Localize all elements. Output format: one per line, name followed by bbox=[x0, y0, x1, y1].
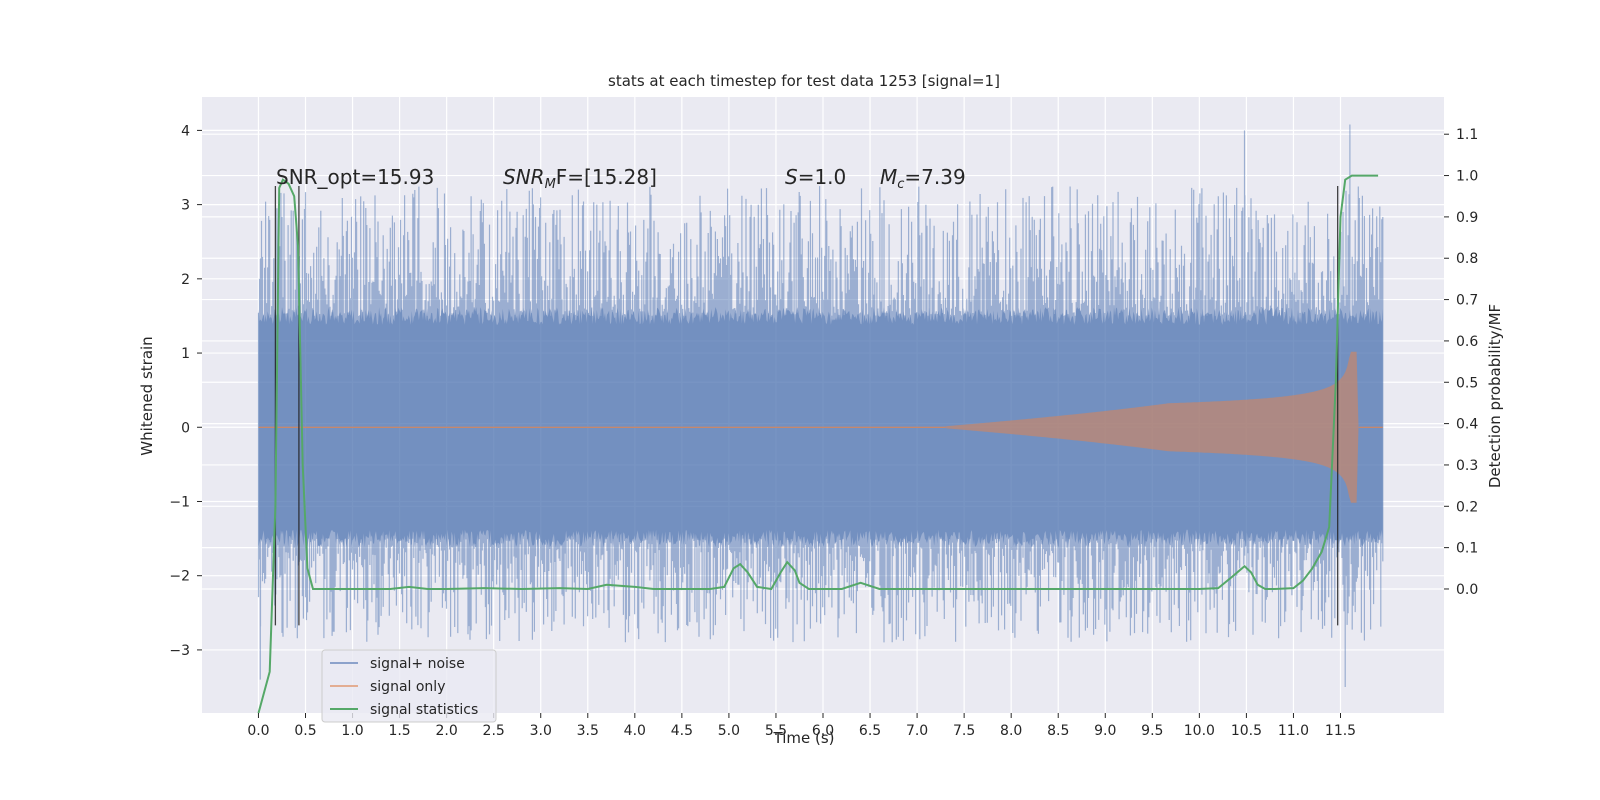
y-tick-label: 2 bbox=[181, 272, 190, 288]
series-signal-statistics bbox=[257, 174, 1379, 714]
legend-label-signal-statistics: signal statistics bbox=[370, 702, 478, 718]
y2-tick-label: 0.2 bbox=[1456, 499, 1478, 515]
annotation-mc: Mc=7.39 bbox=[880, 165, 966, 192]
y-tick-label: −1 bbox=[169, 494, 190, 510]
x-tick-label: 10.5 bbox=[1231, 723, 1262, 739]
y-axis-ticks: −3 −2 −1 0 1 2 3 4 bbox=[169, 123, 202, 659]
x-tick-label: 4.0 bbox=[624, 723, 646, 739]
y-tick-label: 1 bbox=[181, 346, 190, 362]
x-tick-label: 10.0 bbox=[1184, 723, 1215, 739]
legend: signal+ noise signal only signal statist… bbox=[321, 649, 497, 723]
y2-axis-ticks: 0.0 0.1 0.2 0.3 0.4 0.5 0.6 0.7 0.8 0.9 1.0 1.1 bbox=[1444, 127, 1478, 598]
x-tick-label: 1.5 bbox=[388, 723, 410, 739]
series-signal-only bbox=[258, 351, 1383, 503]
x-tick-label: 9.0 bbox=[1094, 723, 1116, 739]
chart-title: stats at each timestep for test data 125… bbox=[608, 72, 1000, 90]
x-tick-label: 7.0 bbox=[906, 723, 928, 739]
x-tick-label: 5.0 bbox=[718, 723, 740, 739]
y2-tick-label: 0.6 bbox=[1456, 334, 1478, 350]
x-axis-ticks: 0.0 0.5 1.0 1.5 2.0 2.5 3.0 3.5 4.0 4.5 5.0 5.5 6.0 6… bbox=[247, 713, 1356, 739]
x-tick-label: 9.5 bbox=[1141, 723, 1163, 739]
y-tick-label: −3 bbox=[169, 643, 190, 659]
y2-tick-label: 0.3 bbox=[1456, 458, 1478, 474]
legend-label-signal-plus-noise: signal+ noise bbox=[370, 656, 465, 672]
y2-tick-label: 0.1 bbox=[1456, 541, 1478, 557]
y2-tick-label: 1.1 bbox=[1456, 127, 1478, 143]
y-tick-label: 3 bbox=[181, 198, 190, 214]
annotation-snr-opt: SNR_opt=15.93 bbox=[276, 165, 434, 189]
x-tick-label: 8.0 bbox=[1000, 723, 1022, 739]
x-tick-label: 2.0 bbox=[436, 723, 458, 739]
y2-tick-label: 0.0 bbox=[1456, 582, 1478, 598]
x-tick-label: 7.5 bbox=[953, 723, 975, 739]
y2-tick-label: 0.4 bbox=[1456, 417, 1478, 433]
x-tick-label: 3.0 bbox=[530, 723, 552, 739]
x-tick-label: 5.5 bbox=[765, 723, 787, 739]
x-tick-label: 11.0 bbox=[1278, 723, 1309, 739]
legend-label-signal-only: signal only bbox=[370, 679, 445, 695]
annotation-s: S=1.0 bbox=[785, 165, 846, 189]
y2-tick-label: 1.0 bbox=[1456, 169, 1478, 185]
y2-tick-label: 0.9 bbox=[1456, 210, 1478, 226]
x-tick-label: 0.0 bbox=[247, 723, 269, 739]
x-tick-label: 4.5 bbox=[671, 723, 693, 739]
y-axis-label: Whitened strain bbox=[138, 336, 156, 455]
y-tick-label: 0 bbox=[181, 420, 190, 436]
x-tick-label: 8.5 bbox=[1047, 723, 1069, 739]
x-tick-label: 11.5 bbox=[1325, 723, 1356, 739]
x-axis-label: Time (s) bbox=[773, 729, 835, 747]
y2-tick-label: 0.5 bbox=[1456, 375, 1478, 391]
x-tick-label: 3.5 bbox=[577, 723, 599, 739]
annotation-snr-mf: SNRMF=[15.28] bbox=[503, 165, 657, 192]
x-tick-label: 6.5 bbox=[859, 723, 881, 739]
y2-axis-label: Detection probability/MF bbox=[1486, 304, 1504, 488]
legend-box bbox=[321, 649, 497, 723]
y-tick-label: 4 bbox=[181, 123, 190, 139]
x-tick-label: 0.5 bbox=[294, 723, 316, 739]
x-tick-label: 1.0 bbox=[341, 723, 363, 739]
y-tick-label: −2 bbox=[169, 569, 190, 585]
y2-tick-label: 0.7 bbox=[1456, 293, 1478, 309]
y2-tick-label: 0.8 bbox=[1456, 251, 1478, 267]
x-tick-label: 2.5 bbox=[483, 723, 505, 739]
x-tick-label: 6.0 bbox=[812, 723, 834, 739]
